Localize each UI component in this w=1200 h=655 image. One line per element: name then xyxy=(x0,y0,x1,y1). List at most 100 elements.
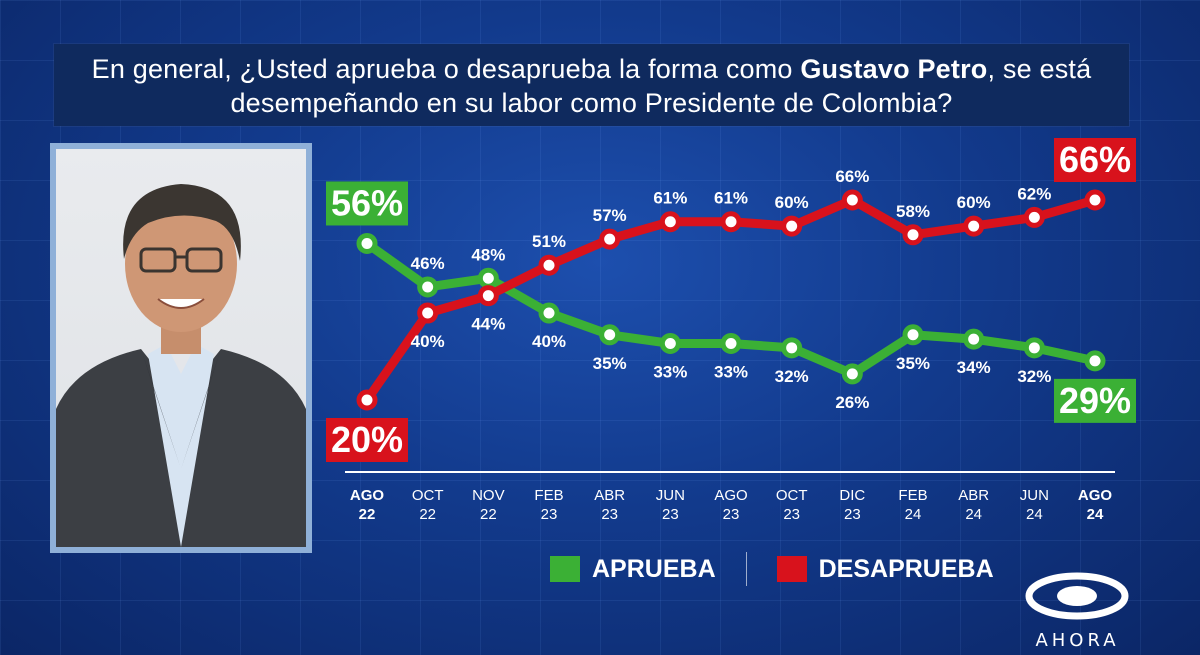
point-desaprueba-7 xyxy=(781,215,803,237)
edge-label-box-aprueba-12 xyxy=(1054,378,1136,423)
portrait-frame xyxy=(50,143,312,553)
caracol-logo-icon xyxy=(1025,572,1129,620)
point-aprueba-11 xyxy=(1023,337,1045,359)
x-tick-month-7: OCT xyxy=(776,487,808,504)
point-desaprueba-12 xyxy=(1084,189,1106,211)
point-desaprueba-6 xyxy=(720,211,742,233)
x-tick-month-8: DIC xyxy=(839,487,865,504)
point-desaprueba-8 xyxy=(841,189,863,211)
point-aprueba-0 xyxy=(356,232,378,254)
portrait-illustration xyxy=(56,184,306,547)
x-tick-year-11: 24 xyxy=(1026,506,1043,523)
value-label-desaprueba-8: 66% xyxy=(835,167,869,186)
x-tick-month-5: JUN xyxy=(656,487,685,504)
value-label-aprueba-6: 33% xyxy=(714,362,748,381)
value-label-aprueba-8: 26% xyxy=(835,393,869,412)
point-aprueba-6 xyxy=(720,332,742,354)
x-tick-year-2: 22 xyxy=(480,506,497,523)
portrait-photo xyxy=(56,149,306,547)
edge-label-aprueba-0: 56% xyxy=(331,182,403,223)
value-label-aprueba-9: 35% xyxy=(896,354,930,373)
x-tick-year-12: 24 xyxy=(1087,506,1104,523)
x-tick-month-11: JUN xyxy=(1020,487,1049,504)
x-tick-year-0: 22 xyxy=(359,506,376,523)
point-desaprueba-4 xyxy=(599,228,621,250)
legend-desaprueba-label: DESAPRUEBA xyxy=(818,554,994,583)
value-label-desaprueba-10: 60% xyxy=(957,193,991,212)
legend-separator xyxy=(745,552,747,586)
value-label-desaprueba-4: 57% xyxy=(593,206,627,225)
value-label-desaprueba-9: 58% xyxy=(896,202,930,221)
point-aprueba-9 xyxy=(902,324,924,346)
edge-label-box-aprueba-0 xyxy=(326,181,408,226)
x-tick-year-9: 24 xyxy=(905,506,922,523)
value-label-desaprueba-1: 40% xyxy=(411,332,445,351)
point-desaprueba-9 xyxy=(902,224,924,246)
title-text-2: , se está desempeñando en su labor como … xyxy=(230,54,1092,118)
legend: APRUEBA DESAPRUEBA xyxy=(550,552,994,586)
x-tick-month-9: FEB xyxy=(898,487,927,504)
value-label-aprueba-4: 35% xyxy=(593,354,627,373)
title-text-1: En general, ¿Usted aprueba o desaprueba … xyxy=(91,54,801,84)
x-tick-year-4: 23 xyxy=(601,506,618,523)
x-tick-month-6: AGO xyxy=(714,487,747,504)
x-tick-year-8: 23 xyxy=(844,506,861,523)
legend-desaprueba-swatch xyxy=(776,556,807,582)
series-points xyxy=(356,189,1106,411)
point-desaprueba-2 xyxy=(477,285,499,307)
x-tick-year-7: 23 xyxy=(783,506,800,523)
point-desaprueba-11 xyxy=(1023,206,1045,228)
x-tick-month-0: AGO xyxy=(350,487,385,504)
x-tick-year-5: 23 xyxy=(662,506,679,523)
value-label-aprueba-3: 40% xyxy=(532,332,566,351)
x-tick-year-3: 23 xyxy=(541,506,558,523)
x-tick-month-12: AGO xyxy=(1078,487,1113,504)
value-label-desaprueba-5: 61% xyxy=(653,189,687,208)
point-aprueba-2 xyxy=(477,267,499,289)
x-tick-month-3: FEB xyxy=(534,487,563,504)
logo-text: AHORA xyxy=(1035,630,1120,651)
point-aprueba-4 xyxy=(599,324,621,346)
value-label-desaprueba-11: 62% xyxy=(1017,184,1051,203)
x-tick-year-6: 23 xyxy=(723,506,740,523)
x-tick-month-10: ABR xyxy=(958,487,989,504)
point-aprueba-12 xyxy=(1084,350,1106,372)
point-desaprueba-0 xyxy=(356,389,378,411)
x-axis-ticks: AGO 22 OCT 22 NOV 22 FEB 23 ABR 23 JUN 23 AGO 23 OCT 23… xyxy=(350,487,1113,523)
point-aprueba-8 xyxy=(841,363,863,385)
value-label-aprueba-1: 46% xyxy=(411,254,445,273)
question-title: En general, ¿Usted aprueba o desaprueba … xyxy=(54,44,1129,126)
legend-aprueba-swatch xyxy=(550,556,580,582)
value-label-desaprueba-3: 51% xyxy=(532,232,566,251)
point-desaprueba-10 xyxy=(963,215,985,237)
value-label-aprueba-10: 34% xyxy=(957,358,991,377)
edge-label-box-desaprueba-12 xyxy=(1054,138,1136,182)
value-label-aprueba-7: 32% xyxy=(775,367,809,386)
point-aprueba-1 xyxy=(417,276,439,298)
x-tick-month-1: OCT xyxy=(412,487,444,504)
edge-label-aprueba-12: 29% xyxy=(1059,380,1131,421)
value-label-desaprueba-2: 44% xyxy=(471,315,505,334)
value-label-aprueba-2: 48% xyxy=(471,245,505,264)
edge-label-box-desaprueba-0 xyxy=(326,418,408,462)
x-tick-year-10: 24 xyxy=(965,506,982,523)
value-labels: 56% 46% 48% 40% 35% 33% 33% 32% 26% 35% 34% 32% 29% 2… xyxy=(326,138,1136,462)
point-aprueba-3 xyxy=(538,302,560,324)
value-label-aprueba-11: 32% xyxy=(1017,367,1051,386)
point-aprueba-5 xyxy=(659,332,681,354)
value-label-desaprueba-7: 60% xyxy=(775,193,809,212)
edge-label-desaprueba-12: 66% xyxy=(1059,139,1131,180)
value-label-aprueba-5: 33% xyxy=(653,362,687,381)
x-tick-month-2: NOV xyxy=(472,487,505,504)
point-aprueba-10 xyxy=(963,328,985,350)
point-desaprueba-5 xyxy=(659,211,681,233)
x-tick-month-4: ABR xyxy=(594,487,625,504)
x-tick-year-1: 22 xyxy=(419,506,436,523)
point-desaprueba-3 xyxy=(538,254,560,276)
legend-aprueba-label: APRUEBA xyxy=(592,554,716,583)
point-desaprueba-1 xyxy=(417,302,439,324)
point-aprueba-7 xyxy=(781,337,803,359)
title-name: Gustavo Petro xyxy=(800,54,988,84)
edge-label-desaprueba-0: 20% xyxy=(331,419,403,460)
